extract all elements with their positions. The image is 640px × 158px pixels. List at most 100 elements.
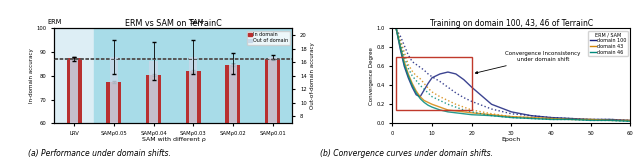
domain 100	[567, 118, 575, 119]
domain 46	[420, 101, 428, 103]
Bar	[149, 61, 157, 158]
domain 46	[527, 118, 535, 119]
domain 43	[436, 106, 444, 108]
Legend: In domain, Out of domain: In domain, Out of domain	[246, 31, 290, 45]
Bar	[109, 57, 118, 158]
Bar	[186, 71, 201, 158]
Bar	[228, 64, 237, 158]
domain 43	[460, 111, 468, 113]
domain 100	[607, 118, 614, 120]
domain 43	[416, 96, 424, 98]
domain 100	[460, 79, 468, 81]
domain 100	[627, 119, 634, 121]
Text: Convergence Inconsistency
under domain shift: Convergence Inconsistency under domain s…	[476, 52, 581, 74]
Y-axis label: Convergence Degree: Convergence Degree	[369, 47, 374, 105]
Bar	[268, 57, 276, 158]
Text: (b) Convergence curves under domain shifts.: (b) Convergence curves under domain shif…	[320, 149, 493, 158]
domain 46	[468, 114, 476, 116]
domain 46	[401, 64, 408, 65]
domain 100	[412, 94, 420, 96]
Bar	[94, 28, 292, 123]
domain 43	[607, 119, 614, 121]
domain 46	[392, 28, 400, 30]
domain 46	[428, 106, 436, 108]
domain 43	[404, 73, 412, 75]
domain 100	[396, 48, 404, 50]
Bar	[396, 57, 472, 110]
domain 46	[488, 115, 495, 117]
domain 100	[452, 73, 460, 75]
domain 46	[607, 119, 614, 121]
domain 46	[460, 113, 468, 115]
Bar	[106, 82, 122, 158]
Bar	[225, 65, 241, 158]
domain 46	[396, 46, 404, 48]
X-axis label: SAM with different ρ: SAM with different ρ	[141, 137, 205, 142]
domain 46	[416, 98, 424, 100]
Text: (a) Performance under domain shifts.: (a) Performance under domain shifts.	[28, 149, 171, 158]
domain 43	[392, 28, 400, 30]
domain 46	[424, 104, 432, 106]
domain 43	[444, 109, 452, 111]
domain 46	[587, 119, 595, 121]
Bar	[189, 57, 197, 158]
domain 43	[627, 119, 634, 121]
domain 100	[527, 115, 535, 117]
domain 43	[420, 100, 428, 101]
domain 43	[508, 116, 515, 118]
domain 43	[547, 118, 555, 119]
domain 43	[452, 110, 460, 112]
domain 46	[627, 120, 634, 122]
domain 43	[468, 112, 476, 114]
Text: SAM: SAM	[190, 19, 204, 25]
domain 100	[428, 77, 436, 79]
domain 100	[424, 82, 432, 84]
Bar	[67, 58, 82, 158]
Bar	[70, 59, 78, 158]
Line: domain 46: domain 46	[396, 29, 630, 121]
domain 43	[587, 118, 595, 120]
domain 100	[408, 86, 416, 88]
domain 100	[404, 77, 412, 79]
domain 100	[488, 103, 495, 105]
domain 100	[416, 96, 424, 98]
domain 100	[392, 28, 400, 30]
domain 43	[412, 90, 420, 92]
Line: domain 100: domain 100	[396, 29, 630, 120]
domain 100	[508, 111, 515, 113]
domain 43	[401, 61, 408, 63]
domain 100	[468, 86, 476, 88]
Legend: domain 100, domain 43, domain 46: domain 100, domain 43, domain 46	[588, 31, 628, 56]
domain 43	[428, 103, 436, 105]
domain 46	[508, 117, 515, 118]
domain 46	[408, 84, 416, 86]
domain 46	[436, 109, 444, 111]
domain 46	[404, 75, 412, 77]
domain 43	[396, 45, 404, 46]
Bar	[146, 75, 161, 158]
domain 43	[408, 82, 416, 84]
domain 46	[547, 118, 555, 120]
domain 100	[444, 71, 452, 73]
domain 100	[436, 73, 444, 75]
Line: domain 43: domain 43	[396, 29, 630, 120]
Title: Training on domain 100, 43, 46 of TerrainC: Training on domain 100, 43, 46 of Terrai…	[430, 19, 593, 28]
domain 46	[567, 118, 575, 120]
domain 43	[488, 114, 495, 116]
domain 100	[420, 89, 428, 91]
domain 46	[452, 112, 460, 114]
domain 46	[412, 92, 420, 94]
X-axis label: Epoch: Epoch	[502, 137, 521, 142]
Title: ERM vs SAM on TerrainC: ERM vs SAM on TerrainC	[125, 19, 222, 28]
domain 43	[567, 118, 575, 120]
Y-axis label: In-domain accuracy: In-domain accuracy	[29, 49, 34, 103]
domain 43	[527, 117, 535, 118]
domain 100	[587, 118, 595, 120]
domain 100	[401, 65, 408, 67]
domain 43	[424, 101, 432, 103]
domain 46	[444, 111, 452, 113]
Text: ERM: ERM	[47, 19, 61, 25]
Bar	[265, 59, 280, 158]
Bar	[54, 28, 94, 123]
domain 100	[547, 117, 555, 118]
